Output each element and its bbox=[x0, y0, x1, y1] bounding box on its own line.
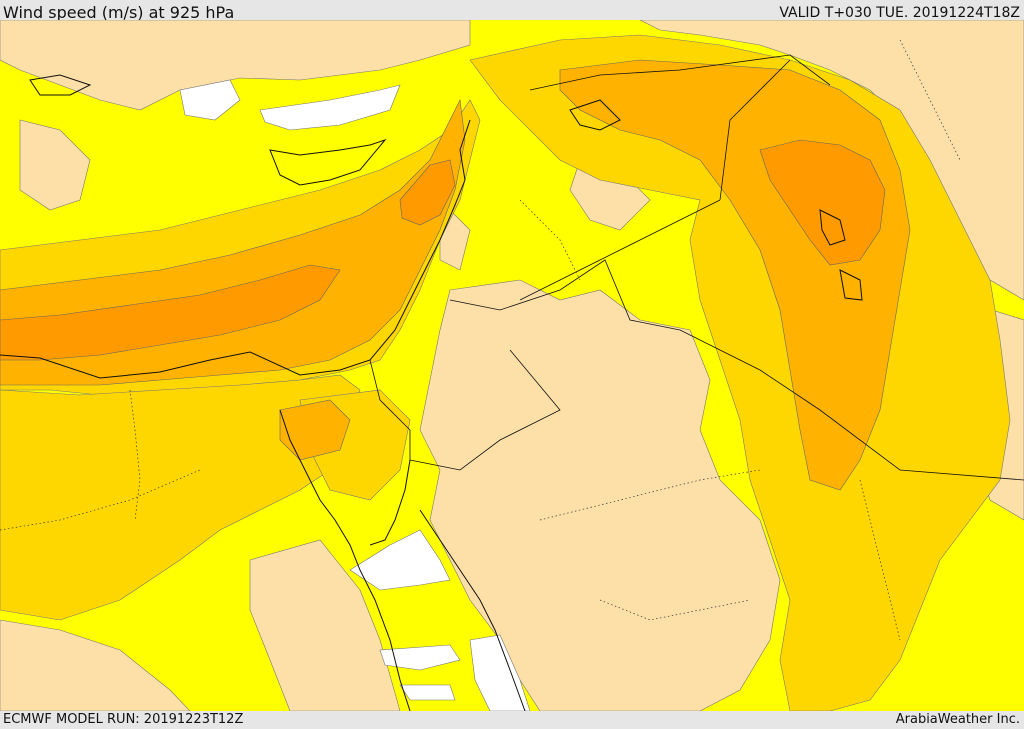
admin-boundaries bbox=[0, 39, 961, 641]
credit-label: ArabiaWeather Inc. bbox=[895, 712, 1020, 727]
wind-speed-map[interactable] bbox=[0, 20, 1024, 711]
map-title: Wind speed (m/s) at 925 hPa bbox=[3, 3, 235, 22]
country-borders bbox=[369, 54, 1024, 481]
valid-time-label: VALID T+030 TUE. 20191224T18Z bbox=[779, 5, 1020, 21]
very-strong-wind-regions bbox=[0, 139, 886, 361]
calm-wind-patches bbox=[179, 79, 531, 711]
footer-bar: ECMWF MODEL RUN: 20191223T12Z ArabiaWeat… bbox=[0, 711, 1024, 729]
model-run-label: ECMWF MODEL RUN: 20191223T12Z bbox=[3, 712, 244, 727]
header-bar: Wind speed (m/s) at 925 hPa VALID T+030 … bbox=[0, 0, 1024, 22]
